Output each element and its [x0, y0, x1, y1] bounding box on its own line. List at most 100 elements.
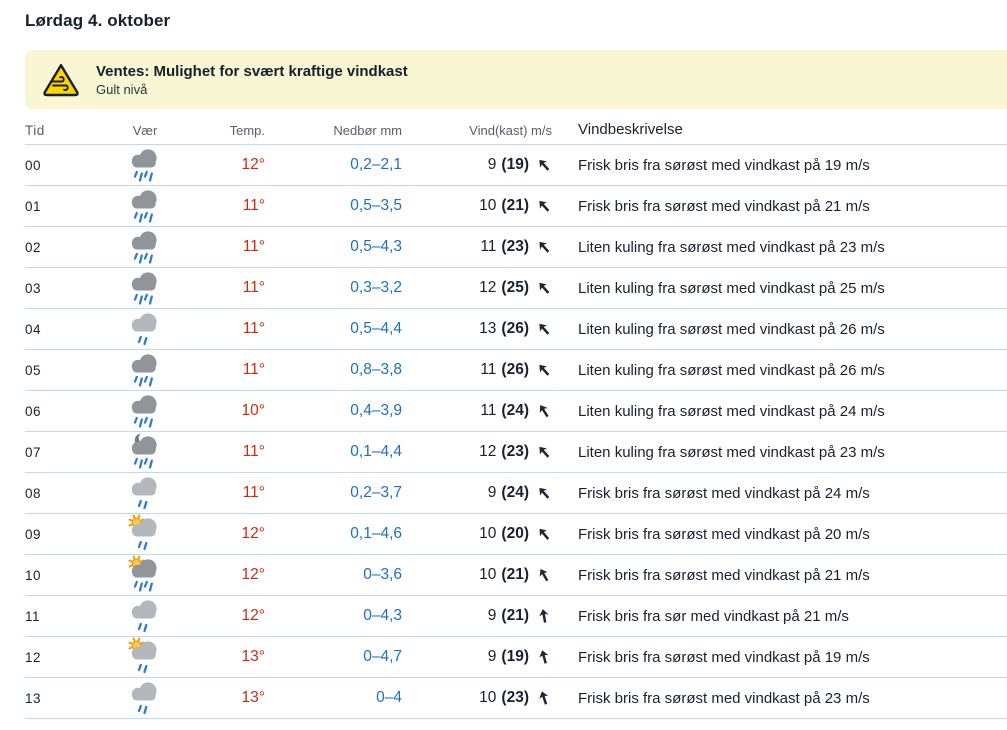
rain-cloud-icon [123, 227, 167, 267]
wind-speed: 11 [480, 361, 497, 378]
precipitation-cell: 0,3–3,2 [350, 279, 402, 296]
wind-description-cell: Frisk bris fra sørøst med vindkast på 24… [578, 484, 870, 502]
wind-speed: 12 [479, 279, 497, 296]
weather-cell [105, 309, 185, 349]
weather-cell [105, 432, 185, 472]
col-header-wind-description: Vindbeskrivelse [578, 121, 683, 138]
time-cell: 12 [25, 649, 42, 665]
time-cell: 11 [25, 608, 41, 624]
forecast-row[interactable]: 01 11° 0,5–3,5 10 (21) Frisk bris fra sø… [25, 186, 1007, 227]
temperature-cell: 12° [241, 566, 265, 583]
time-cell: 00 [25, 157, 42, 173]
wind-gust: (26) [501, 320, 529, 337]
temperature-cell: 13° [241, 689, 265, 706]
wind-description-cell: Liten kuling fra sørøst med vindkast på … [578, 402, 885, 420]
weather-cell [105, 350, 185, 390]
wind-direction-arrow-icon [536, 608, 552, 624]
forecast-row[interactable]: 04 11° 0,5–4,4 13 (26) Liten kuling fra … [25, 309, 1007, 350]
wind-cell: 11 (23) [402, 238, 552, 256]
temperature-cell: 10° [241, 402, 265, 419]
forecast-row[interactable]: 00 12° 0,2–2,1 9 (19) Frisk bris fra sør… [25, 145, 1007, 186]
wind-direction-arrow-icon [536, 690, 552, 706]
wind-speed: 10 [479, 566, 497, 583]
temperature-cell: 12° [241, 525, 265, 542]
weather-cell [105, 678, 185, 718]
wind-speed: 10 [479, 197, 497, 214]
wind-description-cell: Liten kuling fra sørøst med vindkast på … [578, 279, 885, 297]
temperature-cell: 11° [242, 484, 265, 501]
time-cell: 04 [25, 321, 42, 337]
precipitation-cell: 0–4,7 [363, 648, 402, 665]
weather-cell [105, 227, 185, 267]
precipitation-cell: 0,2–3,7 [350, 484, 402, 501]
forecast-row[interactable]: 10 12° 0–3,6 10 (21) Frisk bris fra sørø… [25, 555, 1007, 596]
time-cell: 07 [25, 444, 42, 460]
temperature-cell: 11° [242, 361, 265, 378]
temperature-cell: 11° [242, 443, 265, 460]
precipitation-cell: 0,5–3,5 [350, 197, 402, 214]
precipitation-cell: 0–3,6 [363, 566, 402, 583]
precipitation-cell: 0,8–3,8 [350, 361, 402, 378]
table-header-row: Tid Vær Temp. Nedbør mm Vind(kast) m/s V… [25, 113, 1007, 145]
time-cell: 06 [25, 403, 42, 419]
wind-cell: 12 (25) [402, 279, 552, 297]
forecast-row[interactable]: 03 11° 0,3–3,2 12 (25) Liten kuling fra … [25, 268, 1007, 309]
forecast-row[interactable]: 08 11° 0,2–3,7 9 (24) Frisk bris fra sør… [25, 473, 1007, 514]
forecast-row[interactable]: 11 12° 0–4,3 9 (21) Frisk bris fra sør m… [25, 596, 1007, 637]
forecast-row[interactable]: 05 11° 0,8–3,8 11 (26) Liten kuling fra … [25, 350, 1007, 391]
rain-cloud-icon [123, 391, 167, 431]
forecast-row[interactable]: 07 11° 0,1–4,4 12 (23) Liten kuling fra … [25, 432, 1007, 473]
precipitation-cell: 0,2–2,1 [350, 156, 402, 173]
wind-gust: (24) [501, 402, 529, 419]
rain-cloud-night-icon [123, 432, 167, 472]
time-cell: 09 [25, 526, 42, 542]
wind-direction-arrow-icon [536, 239, 552, 255]
weather-warning-banner[interactable]: Ventes: Mulighet for svært kraftige vind… [25, 50, 1007, 109]
weather-cell [105, 186, 185, 226]
wind-gust: (21) [501, 607, 529, 624]
precipitation-cell: 0,4–3,9 [350, 402, 402, 419]
rain-cloud-icon [123, 268, 167, 308]
forecast-row[interactable]: 02 11° 0,5–4,3 11 (23) Liten kuling fra … [25, 227, 1007, 268]
col-header-time: Tid [25, 122, 45, 138]
forecast-row[interactable]: 12 13° 0–4,7 9 (19) Frisk bris fra sørøs… [25, 637, 1007, 678]
col-header-weather: Vær [132, 123, 158, 138]
col-header-wind: Vind(kast) m/s [469, 123, 552, 138]
time-cell: 13 [25, 690, 42, 706]
wind-direction-arrow-icon [536, 485, 552, 501]
temperature-cell: 11° [242, 238, 265, 255]
precipitation-cell: 0,5–4,3 [350, 238, 402, 255]
wind-description-cell: Liten kuling fra sørøst med vindkast på … [578, 238, 885, 256]
wind-cell: 10 (23) [402, 689, 552, 707]
time-cell: 03 [25, 280, 42, 296]
weather-cell [105, 473, 185, 513]
day-title: Lørdag 4. oktober [25, 11, 171, 30]
time-cell: 05 [25, 362, 42, 378]
col-header-precip: Nedbør mm [333, 123, 402, 138]
precipitation-cell: 0,5–4,4 [350, 320, 402, 337]
wind-description-cell: Frisk bris fra sør med vindkast på 21 m/… [578, 607, 849, 625]
wind-gust: (23) [501, 443, 529, 460]
wind-cell: 9 (19) [402, 156, 552, 174]
wind-speed: 10 [479, 689, 497, 706]
temperature-cell: 11° [242, 279, 265, 296]
warning-texts: Ventes: Mulighet for svært kraftige vind… [96, 63, 408, 97]
wind-warning-icon [41, 62, 81, 98]
time-cell: 02 [25, 239, 42, 255]
wind-description-cell: Liten kuling fra sørøst med vindkast på … [578, 443, 885, 461]
temperature-cell: 11° [242, 197, 265, 214]
weather-cell [105, 268, 185, 308]
wind-description-cell: Frisk bris fra sørøst med vindkast på 21… [578, 197, 870, 215]
wind-gust: (23) [501, 689, 529, 706]
wind-cell: 11 (26) [402, 361, 552, 379]
temperature-cell: 12° [241, 156, 265, 173]
forecast-row[interactable]: 13 13° 0–4 10 (23) Frisk bris fra sørøst… [25, 678, 1007, 719]
wind-direction-arrow-icon [536, 321, 552, 337]
wind-gust: (19) [501, 648, 529, 665]
wind-cell: 10 (20) [402, 525, 552, 543]
wind-description-cell: Frisk bris fra sørøst med vindkast på 19… [578, 648, 870, 666]
wind-gust: (25) [501, 279, 529, 296]
forecast-row[interactable]: 06 10° 0,4–3,9 11 (24) Liten kuling fra … [25, 391, 1007, 432]
wind-direction-arrow-icon [536, 444, 552, 460]
forecast-row[interactable]: 09 12° 0,1–4,6 10 (20) Frisk bris fra sø… [25, 514, 1007, 555]
